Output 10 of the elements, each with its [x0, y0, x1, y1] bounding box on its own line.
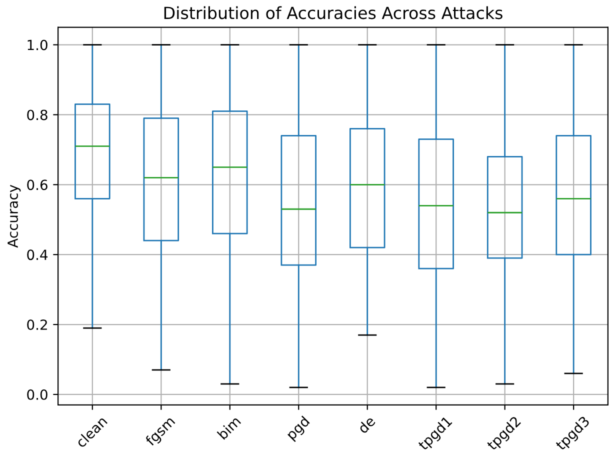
x-tick-label: de: [357, 415, 376, 434]
y-tick-label: 1.0: [28, 40, 48, 50]
y-tick-label: 0.8: [27, 110, 48, 120]
chart-title: Distribution of Accuracies Across Attacks: [164, 6, 502, 20]
y-axis-title: Accuracy: [8, 184, 21, 248]
y-tick-label: 0.0: [27, 389, 48, 400]
y-tick-label: 0.2: [27, 319, 47, 330]
x-tick-label: bim: [216, 416, 242, 440]
y-tick-label: 0.4: [27, 250, 48, 260]
y-tick-label: 0.6: [27, 180, 48, 190]
